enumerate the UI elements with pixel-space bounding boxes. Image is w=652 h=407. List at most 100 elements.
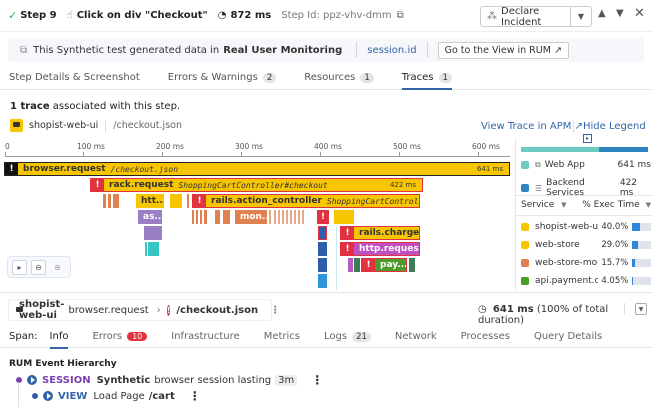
declare-incident-label: Declare Incident (501, 5, 542, 28)
color-swatch (521, 223, 529, 231)
toggle-minimap-icon[interactable]: ▸ (12, 259, 27, 275)
legend-service-row[interactable]: shopist-web-ui 40.0% (521, 222, 651, 232)
span-name: rails.action_controller (211, 196, 322, 206)
span-http-request[interactable]: ! http.request … (340, 242, 420, 256)
color-swatch (521, 161, 529, 169)
span-tab-network[interactable]: Network (395, 326, 437, 348)
exec-pct: 4.05% (601, 276, 629, 286)
zoom-in-icon[interactable]: ⊕ (54, 262, 61, 272)
service-name: api.payment.co... (535, 276, 599, 286)
tab-traces[interactable]: Traces 1 (401, 72, 453, 90)
duration-value: 872 ms (230, 10, 272, 21)
exec-time-column-sort[interactable]: % Exec Time ▼ (582, 200, 651, 210)
axis-tick: 600 ms (472, 142, 500, 151)
axis-tick: 300 ms (235, 142, 263, 151)
span-http[interactable]: htt... (136, 194, 164, 208)
span-mon[interactable]: mon... (235, 210, 267, 224)
legend-label: Web App (544, 160, 585, 170)
play-icon[interactable] (43, 391, 53, 401)
trace-summary: 1 trace associated with this step. (10, 101, 180, 112)
view-dot (32, 393, 38, 399)
span-tab-metrics[interactable]: Metrics (264, 326, 300, 348)
session-text: browser session lasting (154, 374, 272, 386)
more-options-icon[interactable]: ⋮ (270, 304, 281, 316)
chevron-down-icon[interactable]: ▼ (577, 12, 585, 21)
tab-label: Query Details (533, 331, 603, 342)
span-rails-action-controller[interactable]: ! rails.action_controller ShoppingCartCo… (192, 194, 420, 208)
rum-icon: ⧉ (20, 44, 28, 56)
time-axis: 0 100 ms 200 ms 300 ms 400 ms 500 ms 600… (5, 139, 510, 157)
span-tab-errors[interactable]: Errors 10 (92, 326, 148, 348)
span-tab-logs[interactable]: Logs 21 (324, 326, 371, 348)
previous-step-icon[interactable]: ▲ (598, 8, 606, 19)
more-options-icon[interactable]: ⋮ (188, 389, 201, 403)
span-tab-processes[interactable]: Processes (461, 326, 510, 348)
service-name: shopist-web-ui (29, 120, 99, 131)
axis-tick: 0 (5, 142, 10, 151)
span-tab-infrastructure[interactable]: Infrastructure (171, 326, 239, 348)
span-tab-info[interactable]: Info (49, 326, 68, 349)
go-to-rum-button[interactable]: Go to the View in RUM ↗ (437, 41, 569, 59)
trace-service-row: shopist-web-ui /checkout.json (10, 119, 182, 132)
server-icon: ☰ (535, 183, 543, 193)
span-service: shopist-web-ui (19, 299, 65, 321)
view-trace-in-apm-link[interactable]: View Trace in APM ↗ (481, 121, 583, 132)
span-browser-request[interactable]: ! browser.request /checkout.json 641 ms (4, 162, 510, 176)
span-name: rack.request (109, 180, 174, 190)
play-icon[interactable] (27, 375, 37, 385)
legend-group-web-app[interactable]: ⧉ Web App 641 ms (521, 160, 651, 170)
web-app-icon (10, 119, 23, 132)
rum-session-row[interactable]: SESSION Synthetic browser session lastin… (16, 373, 323, 387)
duration-rest: (100% of total duration) (478, 304, 609, 326)
span-rack-request[interactable]: ! rack.request ShoppingCartController#ch… (90, 178, 423, 192)
count-badge: 21 (352, 331, 371, 342)
service-name: web-store-mon... (535, 258, 598, 268)
action-label: Click on div "Checkout" (76, 10, 208, 21)
rum-hierarchy-title: RUM Event Hierarchy (9, 359, 117, 369)
tab-step-details[interactable]: Step Details & Screenshot (9, 72, 140, 89)
legend-service-row[interactable]: web-store 29.0% (521, 240, 651, 250)
span-rails-charge[interactable]: ! rails.charge... (340, 226, 420, 240)
exec-pct: 40.0% (601, 222, 629, 232)
copy-icon[interactable]: ⧉ (396, 10, 404, 21)
divider (105, 119, 107, 132)
span-as[interactable]: as... (138, 210, 162, 224)
banner-bold: Real User Monitoring (223, 44, 343, 56)
legend-service-row[interactable]: api.payment.co... 4.05% (521, 276, 651, 286)
session-duration-chip: 3m (275, 374, 298, 386)
span-breadcrumb: shopist-web-ui browser.request › ! /chec… (8, 299, 280, 321)
apm-link-label: View Trace in APM (481, 121, 572, 132)
close-icon[interactable]: ✕ (634, 6, 645, 21)
banner-text: This Synthetic test generated data in (33, 44, 220, 56)
panel-icon: ▸ (583, 134, 593, 143)
collapse-panel-icon[interactable]: ▼ (635, 303, 647, 315)
service-column-sort[interactable]: Service ▼ (521, 200, 567, 210)
duration-bold: 641 ms (492, 304, 534, 315)
span-tab-query-details[interactable]: Query Details (534, 326, 602, 348)
span-payment[interactable]: ! pay... (361, 258, 407, 272)
span-name: pay... (380, 260, 407, 270)
next-step-icon[interactable]: ▼ (616, 8, 624, 19)
count-badge: 1 (360, 72, 374, 83)
step-id-text: Step Id: ppz-vhv-dmm (281, 10, 392, 21)
span-tabs: Span: Info Errors 10 Infrastructure Metri… (0, 326, 652, 349)
divider (426, 42, 428, 58)
error-icon: ! (5, 163, 18, 175)
span-error-small[interactable]: ! (317, 210, 329, 224)
span-name: as... (143, 212, 162, 222)
declare-incident-button[interactable]: ⁂ Declare Incident ▼ (480, 5, 592, 28)
legend-value: 641 ms (617, 160, 652, 170)
tab-errors-warnings[interactable]: Errors & Warnings 2 (168, 72, 277, 89)
tab-resources[interactable]: Resources 1 (304, 72, 374, 89)
more-options-icon[interactable]: ⋮ (311, 373, 324, 387)
backend-bar (599, 147, 648, 152)
rum-view-row[interactable]: VIEW Load Page /cart ⋮ (32, 389, 201, 403)
session-id-link[interactable]: session.id (367, 44, 417, 56)
zoom-out-icon[interactable]: ⊖ (31, 259, 46, 275)
legend-service-row[interactable]: web-store-mon... 15.7% (521, 258, 651, 268)
legend-group-backend[interactable]: ☰ Backend Services 422 ms (521, 178, 651, 198)
step-status: ✓ Step 9 (8, 9, 57, 22)
trace-count: 1 trace (10, 101, 50, 112)
check-icon: ✓ (8, 9, 18, 22)
hide-legend-button[interactable]: Hide Legend ▸ (583, 121, 652, 143)
